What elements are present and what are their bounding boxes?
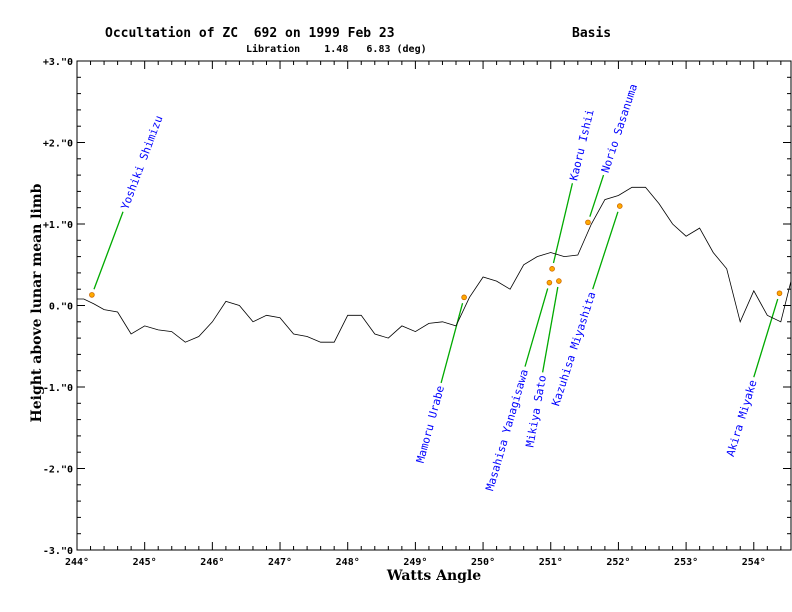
event-point (546, 279, 553, 286)
y-tick-label: +1."0 (43, 220, 73, 231)
observer-leaders (93, 174, 779, 384)
x-tick-label: 252° (606, 557, 630, 568)
x-tick-label: 246° (200, 557, 224, 568)
y-tick-label: -2."0 (43, 465, 73, 476)
x-tick-label: 254° (742, 557, 766, 568)
observer-label: Norio Sasanuma (599, 82, 640, 174)
observer-leader-line (552, 183, 574, 264)
x-tick-label: 251° (539, 557, 563, 568)
observer-label: Mamoru Urabe (414, 384, 447, 464)
x-tick-label: 244° (65, 557, 89, 568)
observer-leader-line (592, 211, 619, 290)
event-point (556, 278, 562, 284)
x-tick-label: 248° (336, 557, 360, 568)
observer-leader-line (589, 174, 605, 217)
chart-title: Occultation of ZC 692 on 1999 Feb 23 (105, 26, 395, 41)
x-tick-label: 250° (471, 557, 495, 568)
x-tick-label: 249° (403, 557, 427, 568)
event-point (549, 266, 555, 272)
event-point (89, 292, 95, 298)
observer-leader-line (524, 288, 549, 367)
y-tick-label: -3."0 (43, 546, 73, 557)
y-tick-label: +2."0 (43, 139, 73, 150)
observer-label: Akira Miyake (724, 378, 760, 458)
x-tick-label: 247° (268, 557, 292, 568)
x-tick-label: 245° (133, 557, 157, 568)
observer-label: Kazuhisa Miyashita (549, 290, 598, 407)
y-tick-label: -1."0 (43, 383, 73, 394)
x-tick-label: 253° (674, 557, 698, 568)
basis-label: Basis (572, 26, 611, 41)
x-axis: 244° 245° 246° 247° 248° 249° 250° 251° 252° 253°… (65, 61, 782, 568)
observer-leader-line (93, 211, 124, 290)
x-axis-label: Watts Angle (386, 568, 481, 584)
observer-leader-line (541, 286, 559, 373)
observer-label: Kaoru Ishii (567, 108, 596, 182)
y-axis: +3."0 +2."0 +1."0 0."0 -1."0 -2."0 -3."0 (43, 57, 791, 557)
observer-label: Mikiya Sato (523, 374, 549, 448)
event-point (776, 290, 783, 297)
observer-leader-line (753, 298, 779, 378)
event-point (461, 294, 467, 301)
observer-leader-line (440, 302, 464, 384)
event-point (616, 203, 623, 209)
observer-labels: Yoshiki Shimizu Mamoru Urabe Masahisa Yana… (118, 82, 759, 492)
event-points (89, 203, 783, 301)
limb-profile-line (77, 186, 792, 343)
plot-frame (76, 60, 792, 551)
chart-subtitle: Libration 1.48 6.83 (deg) (246, 43, 427, 55)
y-axis-label: Height above lunar mean limb (29, 183, 45, 422)
y-tick-label: +3."0 (43, 57, 73, 68)
observer-label: Masahisa Yanagisawa (483, 368, 531, 492)
y-tick-label: 0."0 (49, 302, 73, 313)
observer-label: Yoshiki Shimizu (118, 114, 165, 212)
event-point (585, 219, 591, 226)
